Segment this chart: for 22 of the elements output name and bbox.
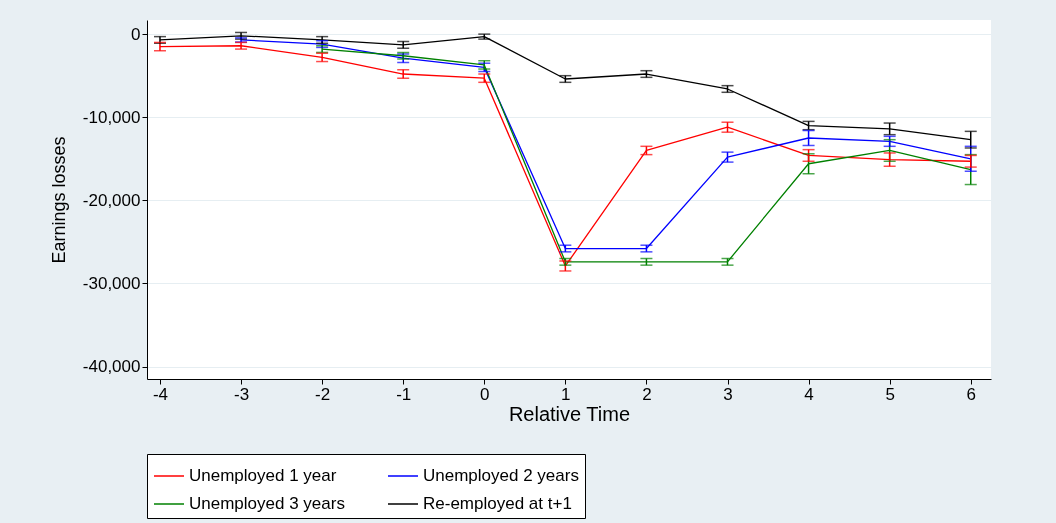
x-tick-label: 3 xyxy=(723,384,733,404)
legend-label: Unemployed 2 years xyxy=(423,466,579,485)
x-tick-label: 2 xyxy=(642,384,652,404)
x-tick-label: -2 xyxy=(315,384,331,404)
x-tick-label: -1 xyxy=(396,384,412,404)
x-tick-label: 5 xyxy=(885,384,895,404)
x-tick-label: -4 xyxy=(152,384,169,404)
legend-label: Unemployed 3 years xyxy=(189,494,345,513)
x-tick-label: 4 xyxy=(804,384,814,404)
x-tick-label: 6 xyxy=(966,384,976,404)
y-axis-title: Earnings losses xyxy=(48,136,69,264)
y-tick-label: 0 xyxy=(131,24,141,44)
x-tick-label: 1 xyxy=(561,384,571,404)
legend-label: Re-employed at t+1 xyxy=(423,494,572,513)
y-tick-label: -30,000 xyxy=(82,273,141,293)
x-tick-label: -3 xyxy=(233,384,250,404)
x-axis-title: Relative Time xyxy=(508,402,631,425)
y-tick-label: -40,000 xyxy=(82,357,141,377)
legend-label: Unemployed 1 year xyxy=(189,466,337,485)
y-tick-label: -20,000 xyxy=(82,190,141,210)
y-tick-label: -10,000 xyxy=(82,107,141,127)
x-tick-label: 0 xyxy=(480,384,490,404)
